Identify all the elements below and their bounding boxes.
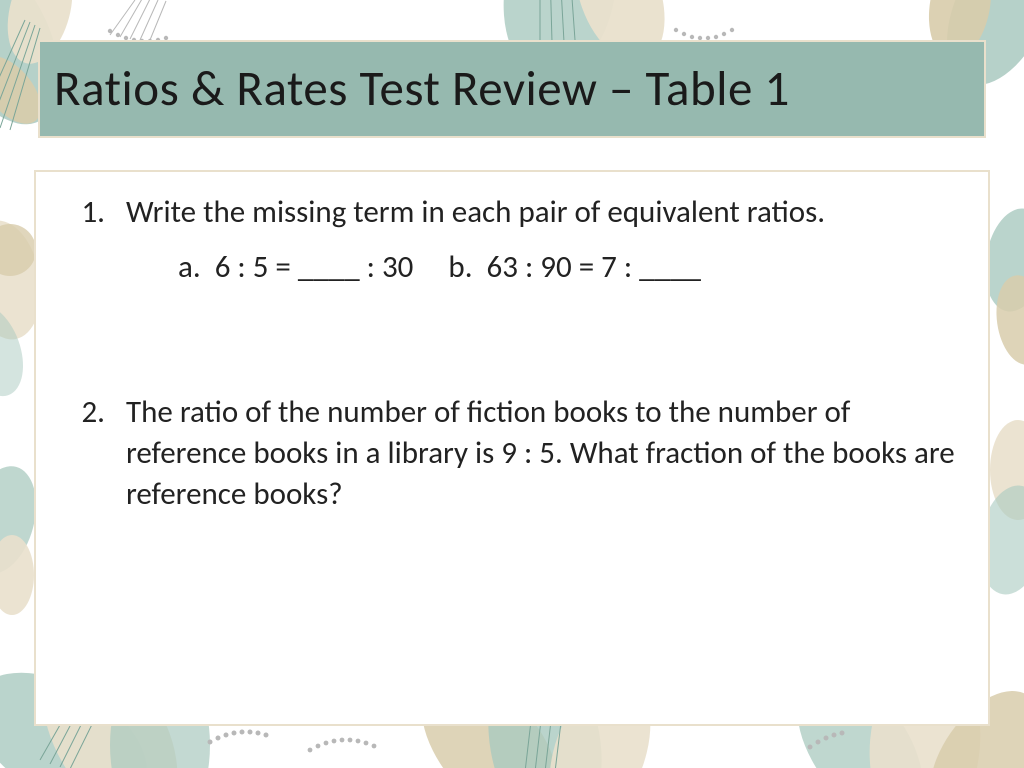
slide-title: Ratios & Rates Test Review – Table 1 <box>54 59 790 119</box>
question-1: Write the missing term in each pair of e… <box>112 192 960 288</box>
question-2-text: The ratio of the number of fiction books… <box>126 393 955 513</box>
question-1-sub: a. 6 : 5 = ____ : 30 b. 63 : 90 = 7 : __… <box>126 247 960 288</box>
question-list: Write the missing term in each pair of e… <box>64 192 960 515</box>
question-1-text: Write the missing term in each pair of e… <box>126 193 825 231</box>
content-panel: Write the missing term in each pair of e… <box>34 170 990 726</box>
question-2: The ratio of the number of fiction books… <box>112 392 960 515</box>
title-bar: Ratios & Rates Test Review – Table 1 <box>38 40 986 138</box>
slide: Ratios & Rates Test Review – Table 1 Wri… <box>0 0 1024 768</box>
